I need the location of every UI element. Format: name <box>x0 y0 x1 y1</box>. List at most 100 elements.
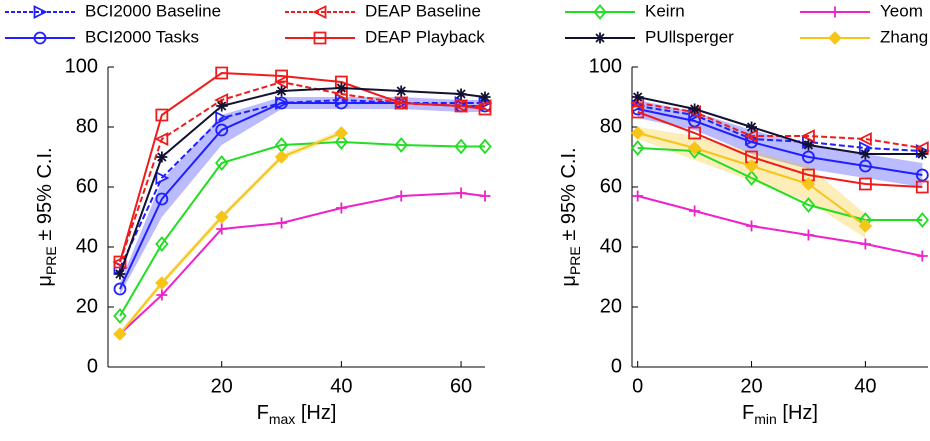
axis-label: Fmin [Hz] <box>742 402 818 426</box>
y-tick-label: 100 <box>65 55 98 77</box>
marker <box>858 177 872 191</box>
x-tick-label: 20 <box>740 375 762 397</box>
y-tick-label: 60 <box>76 175 98 197</box>
marker <box>916 250 928 262</box>
marker <box>215 123 229 137</box>
marker <box>802 139 814 151</box>
marker <box>689 103 701 115</box>
legend-label: Keirn <box>645 1 685 20</box>
series-line <box>119 86 486 275</box>
legend-marker <box>594 32 606 44</box>
marker <box>632 91 644 103</box>
marker <box>632 190 644 202</box>
marker <box>802 168 815 182</box>
marker <box>155 108 169 122</box>
marker <box>155 276 169 290</box>
marker <box>276 85 288 97</box>
marker <box>155 192 169 206</box>
marker <box>214 210 229 224</box>
marker <box>915 168 929 182</box>
marker <box>745 150 758 164</box>
marker <box>154 132 169 146</box>
legend-label: DEAP Baseline <box>365 1 481 20</box>
series-line <box>637 111 923 188</box>
marker <box>114 268 126 280</box>
marker <box>802 150 815 164</box>
marker <box>859 238 871 250</box>
series-line <box>637 147 923 221</box>
marker <box>915 180 929 194</box>
label-main: F <box>742 402 754 424</box>
axis-label: μPRE ± 95% C.I. <box>558 147 582 286</box>
y-tick-label: 100 <box>589 55 622 77</box>
label-sub: min <box>754 411 777 427</box>
marker <box>113 308 127 324</box>
y-tick-label: 40 <box>600 235 622 257</box>
y-tick-label: 0 <box>611 355 622 377</box>
marker <box>113 327 127 341</box>
y-tick-label: 80 <box>76 115 98 137</box>
label-rest: ± 95% C.I. <box>558 147 580 246</box>
marker <box>334 134 349 150</box>
series-line <box>119 140 485 317</box>
marker <box>631 140 645 156</box>
label-main: μ <box>34 275 56 287</box>
marker <box>215 111 230 125</box>
x-tick-label: 0 <box>632 375 643 397</box>
marker <box>801 177 816 191</box>
label-rest: [Hz] <box>777 402 818 424</box>
marker <box>746 220 758 232</box>
marker <box>688 126 702 140</box>
legend-marker <box>593 4 607 20</box>
marker <box>454 99 468 113</box>
marker <box>394 137 408 153</box>
marker <box>689 205 701 217</box>
x-tick-label: 20 <box>211 375 233 397</box>
marker <box>858 219 873 233</box>
marker <box>216 223 228 235</box>
marker <box>216 100 228 112</box>
marker <box>395 190 407 202</box>
marker <box>478 138 492 155</box>
marker <box>858 159 872 173</box>
marker <box>335 202 347 214</box>
ci-band <box>119 97 485 295</box>
legend-marker <box>33 31 47 45</box>
marker <box>155 171 170 185</box>
marker <box>215 155 229 171</box>
marker <box>478 102 492 116</box>
marker <box>155 236 169 252</box>
label-main: F <box>257 402 269 424</box>
marker <box>334 126 349 140</box>
series-line <box>119 71 486 263</box>
legend-marker <box>312 5 327 19</box>
marker <box>275 69 288 83</box>
legend-label: BCI2000 Baseline <box>85 1 221 20</box>
marker <box>275 96 288 110</box>
marker <box>274 150 289 164</box>
legend-label: Zhang <box>880 27 928 46</box>
y-tick-label: 80 <box>600 115 622 137</box>
series-line <box>637 195 923 257</box>
y-tick-label: 60 <box>600 175 622 197</box>
label-rest: ± 95% C.I. <box>34 147 56 246</box>
marker <box>802 229 814 241</box>
series-line <box>637 96 923 155</box>
marker <box>156 151 168 163</box>
marker <box>455 88 467 100</box>
legend-marker <box>828 31 842 45</box>
label-sub: PRE <box>567 246 583 275</box>
marker <box>394 96 408 110</box>
marker <box>915 212 929 228</box>
marker <box>335 82 347 94</box>
label-sub: PRE <box>43 246 59 275</box>
label-rest: [Hz] <box>295 402 336 424</box>
marker <box>395 85 407 97</box>
marker <box>631 105 645 119</box>
legend-label: DEAP Playback <box>365 27 485 46</box>
marker <box>800 129 815 143</box>
label-sub: max <box>269 411 295 427</box>
y-tick-label: 20 <box>76 295 98 317</box>
marker <box>113 282 127 296</box>
